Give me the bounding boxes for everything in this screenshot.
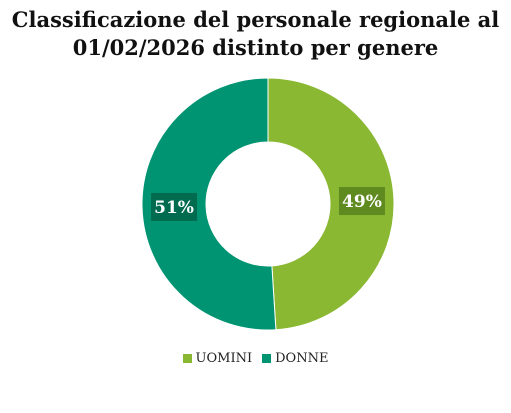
data-label-donne: 51% — [151, 192, 198, 221]
data-label-uomini-text: 49% — [342, 192, 382, 212]
chart-title-line-2: 01/02/2026 distinto per genere — [72, 35, 439, 60]
data-label-donne-box — [151, 192, 198, 221]
legend-swatch-donne — [262, 354, 272, 363]
data-label-donne-text: 51% — [154, 198, 194, 218]
legend-label-uomini: UOMINI — [195, 351, 253, 366]
legend-swatch-uomini — [182, 354, 192, 363]
legend-item-donne: DONNE — [262, 351, 328, 366]
chart-title: Classificazione del personale regionale … — [0, 6, 511, 62]
legend-item-uomini: UOMINI — [182, 351, 253, 366]
chart-title-line-1: Classificazione del personale regionale … — [11, 7, 500, 32]
slice-donne — [141, 77, 277, 331]
data-label-uomini: 49% — [338, 187, 385, 216]
legend-label-donne: DONNE — [275, 351, 329, 366]
chart-legend: UOMINI DONNE — [0, 351, 511, 366]
data-label-uomini-box — [338, 187, 385, 216]
slice-uomini — [267, 77, 395, 331]
